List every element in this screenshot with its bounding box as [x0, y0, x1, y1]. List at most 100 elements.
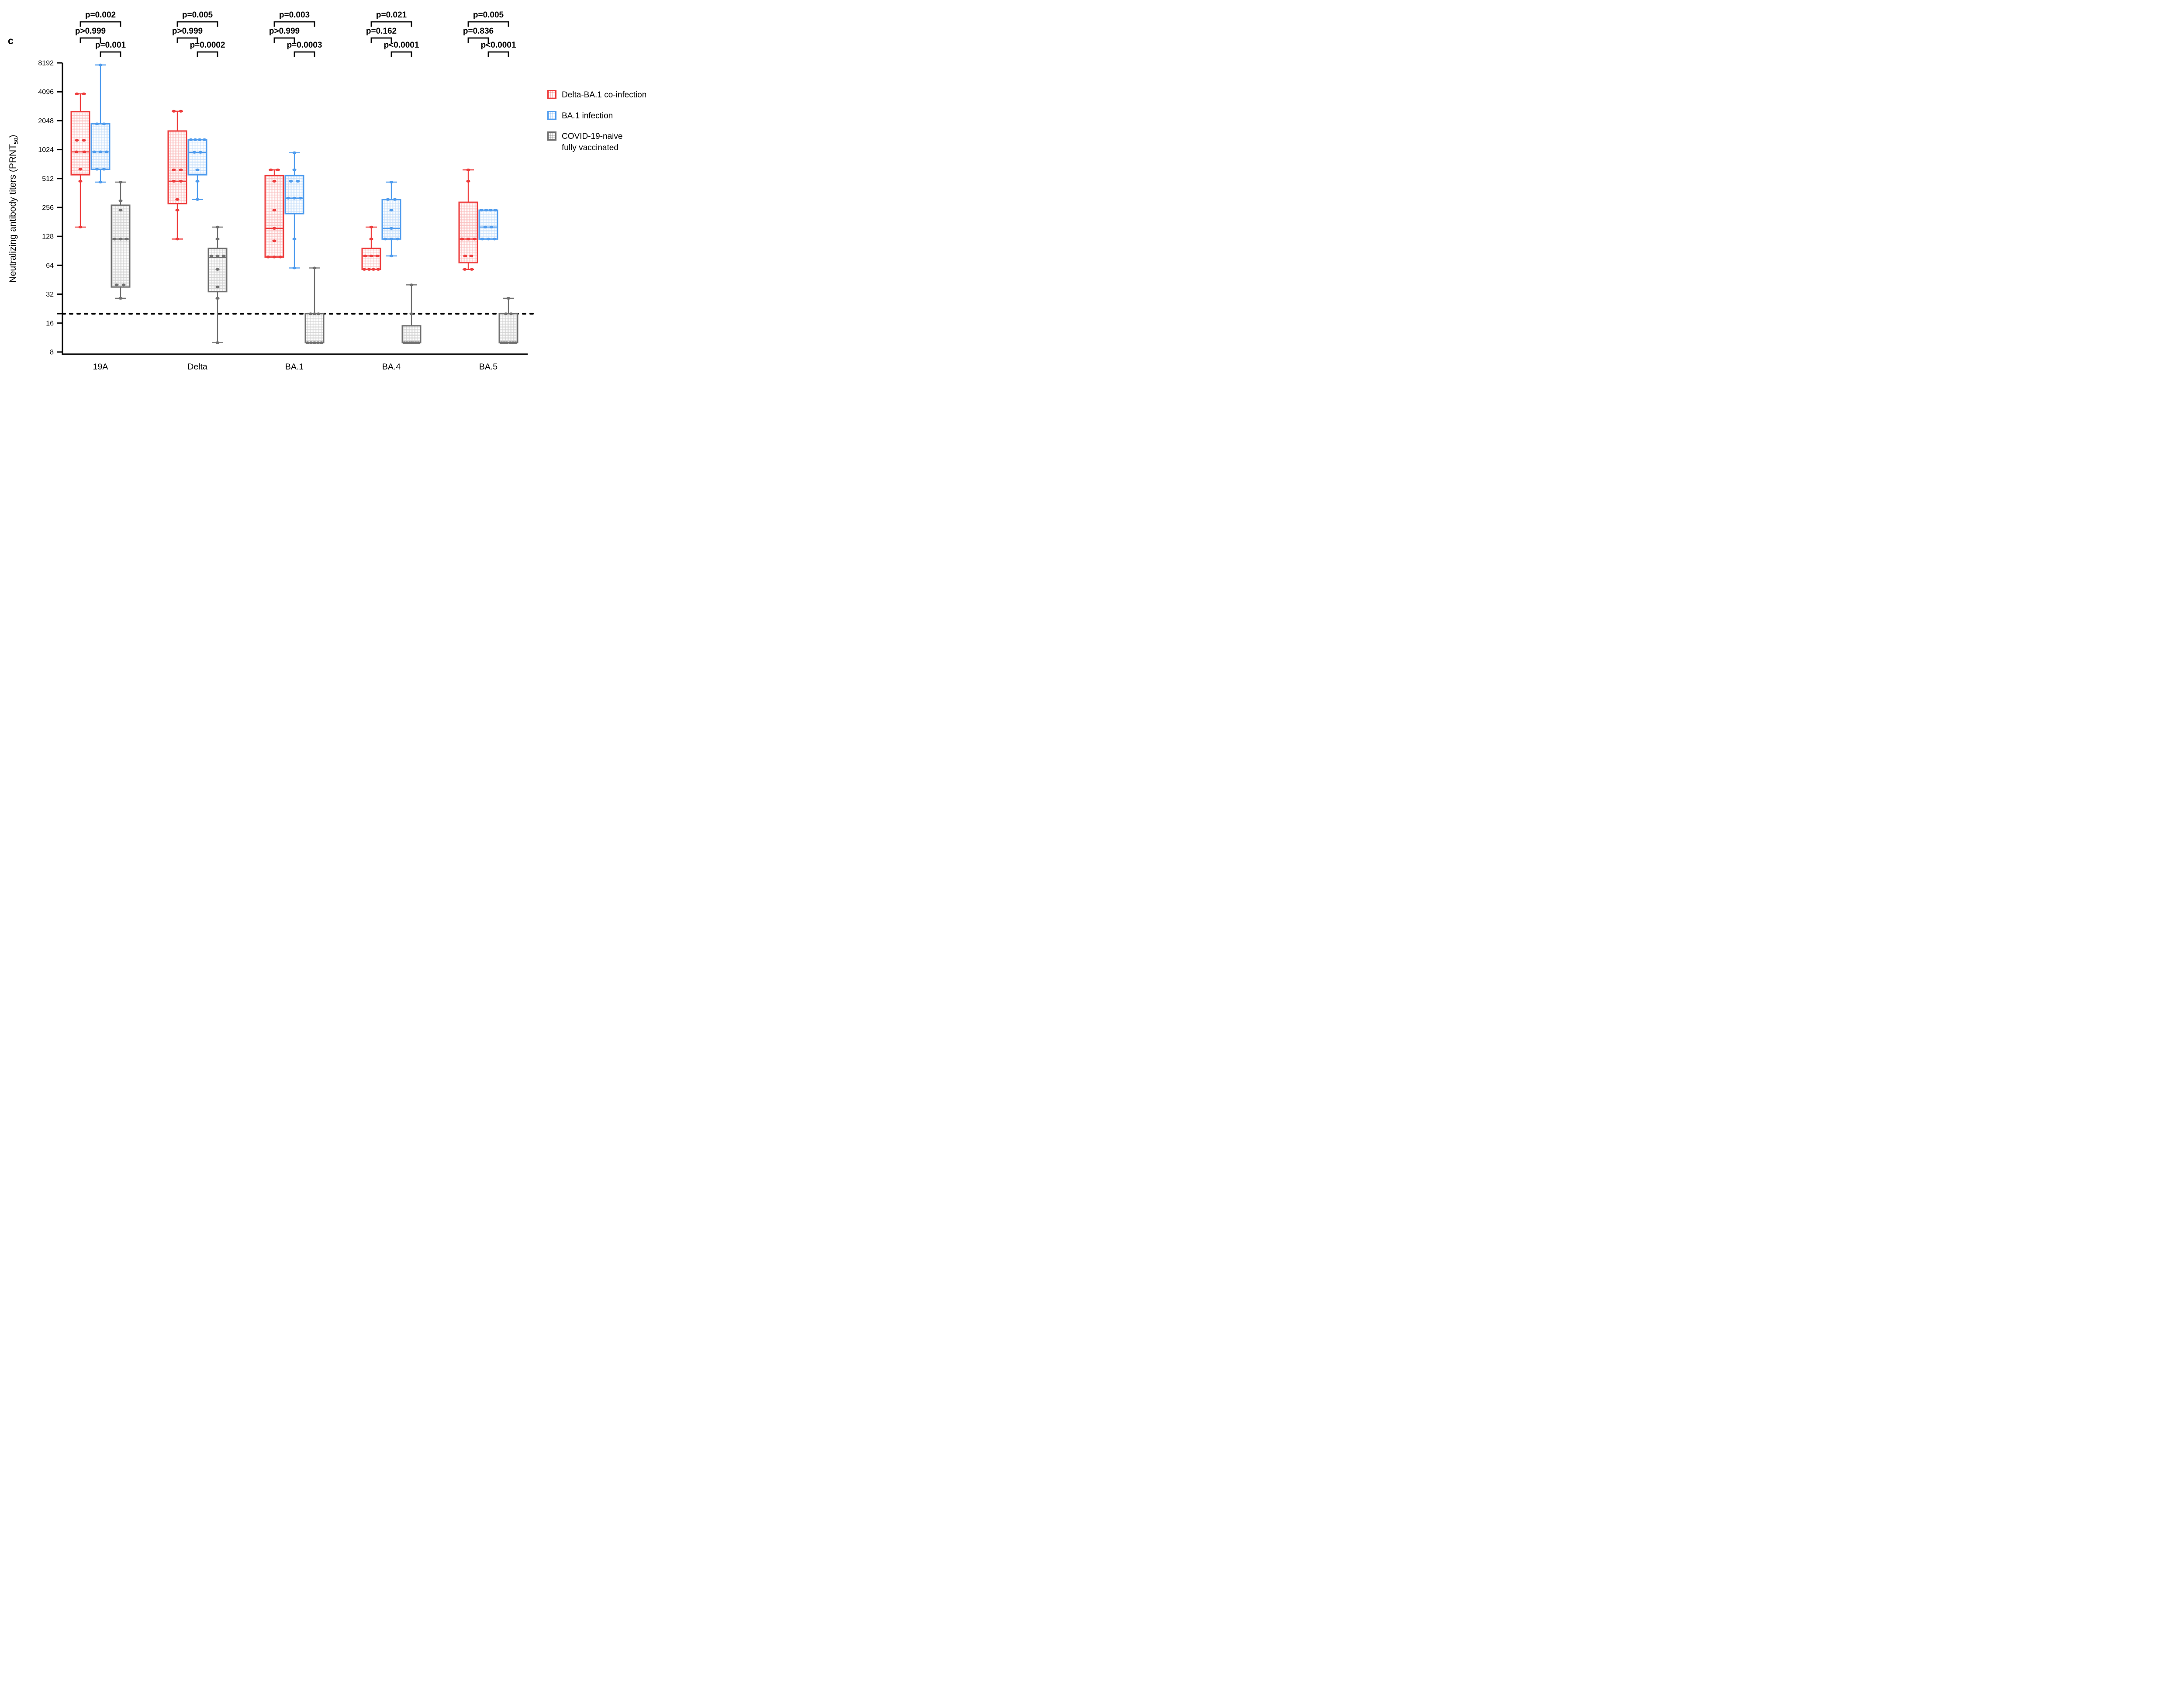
data-point: [409, 312, 414, 315]
box-iqr: [401, 325, 422, 344]
legend-item-delta-ba1-coinfection: Delta-BA.1 co-infection: [547, 90, 646, 101]
data-point: [389, 209, 394, 212]
y-tick-label: 16: [46, 320, 54, 327]
legend: Delta-BA.1 co-infection BA.1 infection C…: [547, 90, 646, 154]
legend-label-line2: fully vaccinated: [562, 143, 619, 152]
data-point: [112, 238, 117, 241]
data-point: [312, 266, 317, 269]
pvalue-bracket-BA.1-2: [294, 51, 315, 57]
data-point: [179, 110, 183, 113]
data-point: [98, 150, 103, 153]
box-BA.4-blue: [381, 180, 401, 258]
box-iqr: [458, 201, 478, 264]
legend-label: COVID-19-naive fully vaccinated: [562, 131, 622, 153]
data-point: [292, 168, 297, 172]
data-point: [319, 341, 324, 344]
pvalue-bracket-Delta-0: [176, 21, 218, 27]
pvalue-bracket-Delta-1: [176, 37, 198, 43]
pvalue-label-19A-1: p>0.999: [75, 27, 106, 36]
data-point: [195, 198, 200, 201]
pvalue-label-BA.1-1: p>0.999: [269, 27, 300, 36]
pvalue-bracket-BA.5-0: [467, 21, 509, 27]
pvalue-label-BA.5-2: p<0.0001: [481, 41, 516, 50]
data-point: [172, 179, 176, 183]
data-point: [92, 150, 97, 153]
pvalue-bracket-BA.1-0: [273, 21, 315, 27]
data-point: [369, 254, 373, 258]
data-point: [463, 254, 467, 258]
data-point: [389, 238, 394, 241]
pvalue-label-Delta-2: p=0.0002: [190, 41, 225, 50]
data-point: [316, 312, 321, 315]
y-tick-label: 2048: [38, 117, 54, 125]
data-point: [298, 197, 303, 200]
data-point: [367, 268, 371, 271]
data-point: [416, 341, 421, 344]
pvalue-label-BA.4-0: p=0.021: [376, 10, 407, 20]
box-BA.4-red: [361, 225, 381, 271]
data-point: [189, 138, 193, 141]
pvalue-bracket-BA.4-0: [370, 21, 412, 27]
data-point: [386, 198, 390, 201]
data-point: [104, 150, 109, 153]
data-point: [78, 168, 83, 171]
x-category-label-BA.1: BA.1: [285, 362, 304, 372]
data-point: [509, 312, 513, 315]
data-point: [312, 312, 317, 315]
panel-label: c: [8, 35, 14, 46]
data-point: [266, 255, 270, 259]
data-point: [193, 138, 197, 141]
data-point: [463, 268, 467, 271]
legend-label: BA.1 infection: [562, 111, 613, 121]
data-point: [124, 238, 129, 241]
y-tick-label: 4096: [38, 89, 54, 96]
x-category-label-BA.5: BA.5: [479, 362, 498, 372]
figure-panel: c Neutralizing antibody titers (PRNT50) …: [0, 0, 687, 380]
data-point: [121, 283, 126, 286]
legend-swatch-blue-icon: [547, 110, 556, 120]
data-point: [221, 254, 226, 258]
data-point: [272, 209, 276, 212]
data-point: [371, 268, 376, 271]
data-point: [272, 255, 276, 259]
box-BA.5-gray: [498, 297, 518, 344]
data-point: [505, 341, 509, 344]
data-point: [309, 341, 313, 344]
box-BA.1-blue: [284, 151, 304, 269]
pvalue-label-BA.5-1: p=0.836: [463, 27, 494, 36]
data-point: [172, 110, 176, 113]
box-19A-red: [70, 92, 90, 228]
data-point: [292, 151, 297, 154]
data-point: [480, 238, 484, 241]
data-point: [483, 225, 487, 228]
data-point: [305, 341, 310, 344]
data-point: [75, 92, 79, 95]
data-point: [506, 297, 511, 300]
data-point: [195, 168, 200, 172]
y-tick-label: 512: [42, 175, 54, 183]
data-point: [82, 150, 86, 153]
data-point: [215, 238, 220, 241]
box-iqr: [381, 199, 401, 240]
data-point: [492, 238, 497, 241]
data-point: [215, 286, 220, 289]
data-point: [98, 63, 103, 66]
legend-label: Delta-BA.1 co-infection: [562, 90, 647, 100]
data-point: [272, 227, 276, 230]
data-point: [488, 209, 493, 212]
data-point: [389, 227, 394, 230]
data-point: [179, 179, 183, 183]
data-point: [272, 239, 276, 242]
box-BA.4-gray: [401, 283, 422, 344]
data-point: [209, 254, 214, 258]
pvalue-label-19A-0: p=0.002: [85, 10, 116, 20]
data-point: [118, 180, 123, 184]
data-point: [102, 122, 106, 125]
data-point: [215, 254, 220, 258]
pvalue-bracket-BA.4-1: [370, 37, 392, 43]
data-point: [484, 209, 488, 212]
data-point: [466, 168, 470, 172]
data-point: [118, 209, 123, 212]
box-BA.1-gray: [304, 266, 325, 344]
pvalue-label-BA.4-1: p=0.162: [366, 27, 397, 36]
